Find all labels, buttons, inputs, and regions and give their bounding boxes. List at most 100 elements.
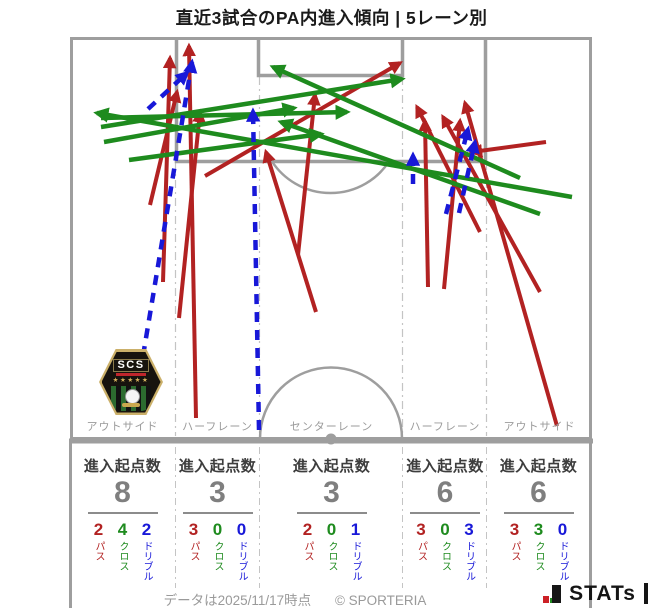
origin-count: 6 xyxy=(436,476,454,509)
arrow-pass xyxy=(148,88,182,206)
penalty-arc xyxy=(270,160,391,195)
arrow-pass xyxy=(468,140,547,158)
dribble-label: ドリブル xyxy=(463,541,475,581)
cross-count: 0 xyxy=(326,520,337,539)
arrow-pass xyxy=(182,42,198,419)
dribble-count: 0 xyxy=(557,520,568,539)
chart-title: 直近3試合のPA内進入傾向 | 5レーン別 xyxy=(175,8,488,28)
arrow-cross xyxy=(128,127,325,163)
arrow-dribble xyxy=(140,58,198,357)
arrow-dribble xyxy=(146,70,190,111)
arrow-cross xyxy=(277,118,541,217)
cross-count: 0 xyxy=(440,520,450,539)
pass-label: パス xyxy=(415,541,427,561)
stat-divider xyxy=(296,512,367,514)
badge-field-stripes xyxy=(111,386,151,411)
stats-logo: STATs xyxy=(543,583,648,604)
team-badge-inner: SCS ★★★★★ xyxy=(101,351,161,413)
table-left-border xyxy=(69,440,72,608)
table-divider xyxy=(175,447,176,588)
cross-label: クロス xyxy=(212,541,223,571)
pass-count: 2 xyxy=(93,520,104,539)
origin-count: 8 xyxy=(114,476,131,509)
badge-stars: ★★★★★ xyxy=(112,377,150,384)
pass-label: パス xyxy=(302,541,313,561)
table-right-border xyxy=(589,440,592,608)
lane-stats-column-1: 進入起点数 8 2 パス 4 クロス 2 ドリブル xyxy=(72,448,173,598)
stat-header: 進入起点数 xyxy=(292,458,371,475)
arrow-pass xyxy=(177,108,206,319)
stat-divider xyxy=(87,512,158,514)
lane-label-half-right: ハーフレーン xyxy=(409,421,481,433)
goal-area xyxy=(256,38,405,78)
badge-wing xyxy=(122,403,140,407)
stat-divider xyxy=(410,512,480,514)
lane-label-center: センターレーン xyxy=(289,421,374,433)
arrow-pass xyxy=(415,103,482,233)
dribble-label: ドリブル xyxy=(557,541,568,581)
arrow-cross xyxy=(269,64,521,181)
stat-header: 進入起点数 xyxy=(83,458,162,475)
cross-label: クロス xyxy=(117,541,128,571)
lane-label-outside-right: アウトサイド xyxy=(503,421,576,433)
cross-count: 4 xyxy=(117,520,128,539)
arrow-dribble xyxy=(443,125,473,215)
pass-count: 3 xyxy=(509,520,520,539)
arrow-pass xyxy=(418,117,432,288)
origin-count: 3 xyxy=(209,476,226,509)
lane-stats-column-3: 進入起点数 3 2 パス 0 クロス 1 ドリブル xyxy=(262,448,401,598)
arrow-dribble xyxy=(246,107,262,431)
copyright: © SPORTERIA xyxy=(334,593,427,608)
dribble-label: ドリブル xyxy=(236,541,247,581)
pass-label: パス xyxy=(188,541,199,561)
stats-logo-end-bar xyxy=(644,583,648,604)
stat-header: 進入起点数 xyxy=(499,458,578,475)
dribble-count: 0 xyxy=(236,520,247,539)
cross-count: 0 xyxy=(212,520,223,539)
pass-count: 3 xyxy=(416,520,426,539)
lane-stats-column-5: 進入起点数 6 3 パス 3 クロス 0 ドリブル xyxy=(489,448,588,598)
dribble-count: 1 xyxy=(350,520,361,539)
arrow-cross xyxy=(103,102,298,145)
dribble-label: ドリブル xyxy=(141,541,152,581)
stats-bars-icon xyxy=(543,584,563,604)
center-circle xyxy=(258,366,404,439)
badge-red-bar xyxy=(116,373,146,376)
arrow-dribble xyxy=(456,138,480,214)
origin-count: 6 xyxy=(530,476,547,509)
pass-count: 2 xyxy=(302,520,313,539)
stat-divider xyxy=(503,512,574,514)
lane-label-half-left: ハーフレーン xyxy=(182,421,253,433)
arrow-pass xyxy=(203,61,403,178)
entry-arrows xyxy=(93,42,573,431)
stat-header: 進入起点数 xyxy=(406,458,484,475)
origin-count: 3 xyxy=(323,476,340,509)
center-spot xyxy=(325,433,337,445)
cross-count: 3 xyxy=(533,520,544,539)
pass-label: パス xyxy=(509,541,520,561)
cross-label: クロス xyxy=(533,541,544,571)
arrow-pass xyxy=(296,91,321,256)
arrow-pass xyxy=(441,114,542,293)
badge-initials: SCS xyxy=(113,358,149,372)
dribble-count: 3 xyxy=(464,520,474,539)
lane-stats-column-4: 進入起点数 6 3 パス 0 クロス 3 ドリブル xyxy=(405,448,485,598)
cross-label: クロス xyxy=(326,541,337,571)
lane-label-outside-left: アウトサイド xyxy=(86,421,159,433)
stat-divider xyxy=(182,512,253,514)
dribble-count: 2 xyxy=(141,520,152,539)
lane-stats-column-2: 進入起点数 3 3 パス 0 クロス 0 ドリブル xyxy=(177,448,258,598)
data-timestamp: データは2025/11/17時点 xyxy=(163,593,312,608)
dribble-label: ドリブル xyxy=(350,541,361,581)
stat-header: 進入起点数 xyxy=(178,458,257,475)
arrow-cross xyxy=(100,104,351,121)
pass-label: パス xyxy=(93,541,104,561)
table-divider xyxy=(486,447,487,588)
footer: データは2025/11/17時点 © SPORTERIA xyxy=(70,589,520,609)
table-divider xyxy=(259,447,260,588)
pass-count: 3 xyxy=(188,520,199,539)
lane-divider-lines xyxy=(174,77,488,436)
soccer-ball-icon xyxy=(124,389,140,404)
